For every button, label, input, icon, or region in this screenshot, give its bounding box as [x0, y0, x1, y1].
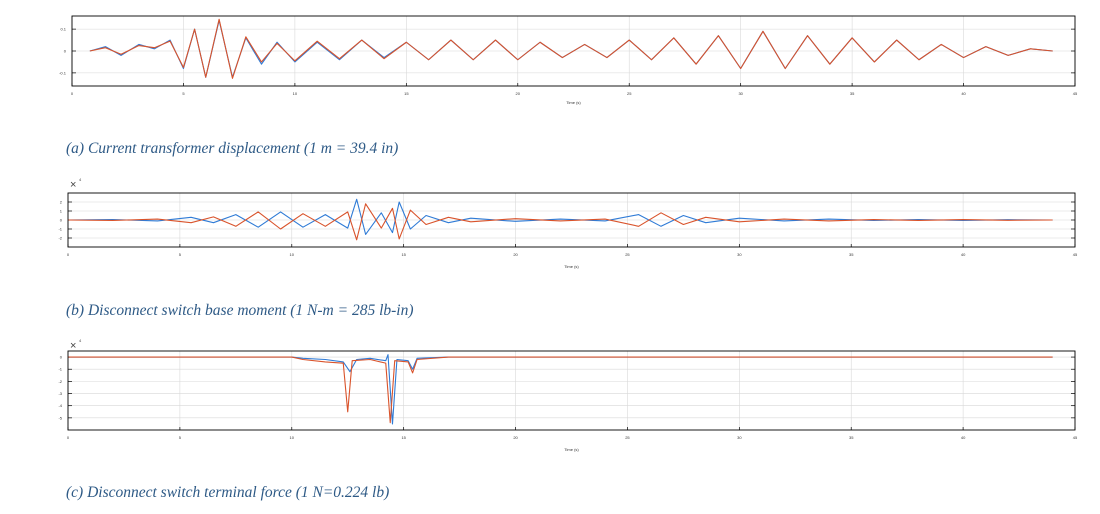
x-tick-label: 30 [737, 252, 742, 257]
chart-c-exponent-multiplier: × [70, 340, 76, 352]
x-tick-label: 20 [513, 435, 518, 440]
x-tick-label: 25 [625, 252, 630, 257]
chart-a-xlabel: Time (s) [566, 100, 581, 105]
chart-b-series-2 [67, 203, 1053, 241]
chart-c-plot: 0 5 10 15 20 25 30 35 40 45 0 -1 -2 -3 -4 -5 Time (s) × 4 [58, 338, 1078, 452]
chart-a-series-2 [89, 18, 1053, 79]
y-tick-label: 0 [60, 218, 63, 223]
x-tick-label: 25 [625, 435, 630, 440]
x-tick-label: 35 [849, 252, 854, 257]
y-tick-label: -3 [58, 391, 62, 396]
x-tick-label: 15 [404, 91, 409, 96]
y-tick-label: -0.1 [59, 70, 67, 75]
x-tick-label: 15 [401, 435, 406, 440]
x-tick-label: 40 [961, 91, 966, 96]
chart-c-frame [67, 350, 1076, 431]
y-tick-label: 0 [60, 355, 63, 360]
chart-b-exponent-multiplier: × [70, 179, 76, 191]
x-tick-label: 45 [1073, 91, 1078, 96]
x-tick-label: 40 [961, 435, 966, 440]
x-tick-label: 0 [67, 435, 70, 440]
y-tick-label: -4 [58, 403, 62, 408]
x-tick-label: 45 [1073, 252, 1078, 257]
chart-b-exponent-power: 4 [79, 177, 82, 182]
x-tick-label: 20 [513, 252, 518, 257]
y-tick-label: -5 [58, 415, 62, 420]
x-tick-label: 35 [850, 91, 855, 96]
chart-b-series-1 [67, 198, 1053, 235]
x-tick-label: 25 [627, 91, 632, 96]
x-tick-label: 5 [179, 252, 182, 257]
chart-c-exponent-power: 4 [79, 338, 82, 343]
caption-c: (c) Disconnect switch terminal force (1 … [66, 484, 390, 501]
x-tick-label: 10 [290, 435, 295, 440]
x-tick-label: 15 [401, 252, 406, 257]
y-tick-label: -1 [58, 367, 62, 372]
y-tick-label: 0.1 [60, 27, 66, 32]
chart-c-series-1 [68, 354, 1053, 425]
x-tick-label: 20 [516, 91, 521, 96]
chart-a-plot: 0 5 10 15 20 25 30 35 40 45 0.1 0 -0.1 Time (s) [59, 15, 1078, 105]
chart-c-xlabel: Time (s) [564, 447, 579, 452]
chart-c-series-2 [68, 356, 1053, 424]
y-tick-label: -2 [58, 379, 62, 384]
x-tick-label: 30 [738, 91, 743, 96]
x-tick-label: 45 [1073, 435, 1078, 440]
x-tick-label: 5 [179, 435, 182, 440]
x-tick-label: 0 [67, 252, 70, 257]
y-tick-label: 0 [64, 49, 67, 54]
y-tick-label: 2 [60, 200, 63, 205]
x-tick-label: 30 [737, 435, 742, 440]
x-tick-label: 10 [293, 91, 298, 96]
x-tick-label: 0 [71, 91, 74, 96]
chart-b-frame [67, 192, 1076, 248]
x-tick-label: 5 [182, 91, 185, 96]
y-tick-label: -2 [58, 236, 62, 241]
caption-a: (a) Current transformer displacement (1 … [66, 140, 399, 157]
x-tick-label: 40 [961, 252, 966, 257]
y-tick-label: 1 [60, 209, 63, 214]
x-tick-label: 10 [290, 252, 295, 257]
caption-b: (b) Disconnect switch base moment (1 N-m… [66, 302, 414, 319]
y-tick-label: -1 [58, 227, 62, 232]
chart-a-frame [71, 15, 1076, 87]
x-tick-label: 35 [849, 435, 854, 440]
chart-b-xlabel: Time (s) [564, 264, 579, 269]
